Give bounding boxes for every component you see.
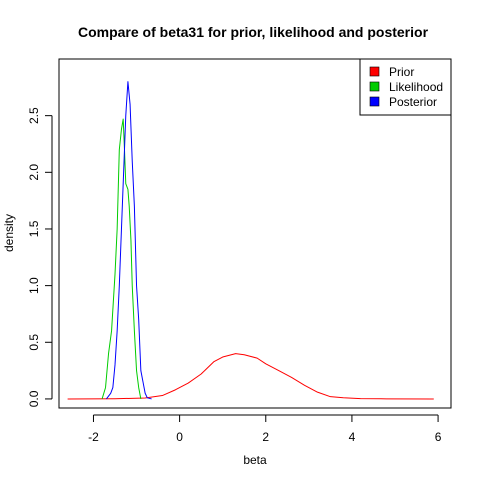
x-axis: -2 0 2 4 6 (88, 414, 442, 444)
y-axis: 0.0 0.5 1.0 1.5 2.0 2.5 (27, 107, 53, 407)
y-tick-label: 2.0 (27, 164, 41, 181)
y-tick-label: 2.5 (27, 107, 41, 124)
x-tick-label: 2 (262, 430, 269, 444)
y-axis-label: density (2, 214, 16, 252)
y-tick-label: 1.0 (27, 277, 41, 294)
x-axis-label: beta (243, 453, 267, 467)
x-tick-label: 0 (176, 430, 183, 444)
legend-label-prior: Prior (389, 65, 414, 79)
legend-label-likelihood: Likelihood (389, 80, 443, 94)
x-tick-label: 6 (435, 430, 442, 444)
x-tick-label: -2 (88, 430, 99, 444)
x-tick-label: 4 (349, 430, 356, 444)
chart-title: Compare of beta31 for prior, likelihood … (78, 24, 429, 40)
legend-label-posterior: Posterior (389, 95, 437, 109)
legend-swatch-prior (369, 66, 380, 77)
series-line-posterior (105, 81, 152, 400)
legend-swatch-posterior (369, 96, 380, 107)
series-layer (67, 81, 434, 400)
series-line-prior (67, 353, 434, 400)
legend-swatch-likelihood (369, 81, 380, 92)
y-tick-label: 0.0 (27, 390, 41, 407)
plot-frame (58, 58, 452, 409)
y-tick-label: 1.5 (27, 220, 41, 237)
y-tick-label: 0.5 (27, 334, 41, 351)
